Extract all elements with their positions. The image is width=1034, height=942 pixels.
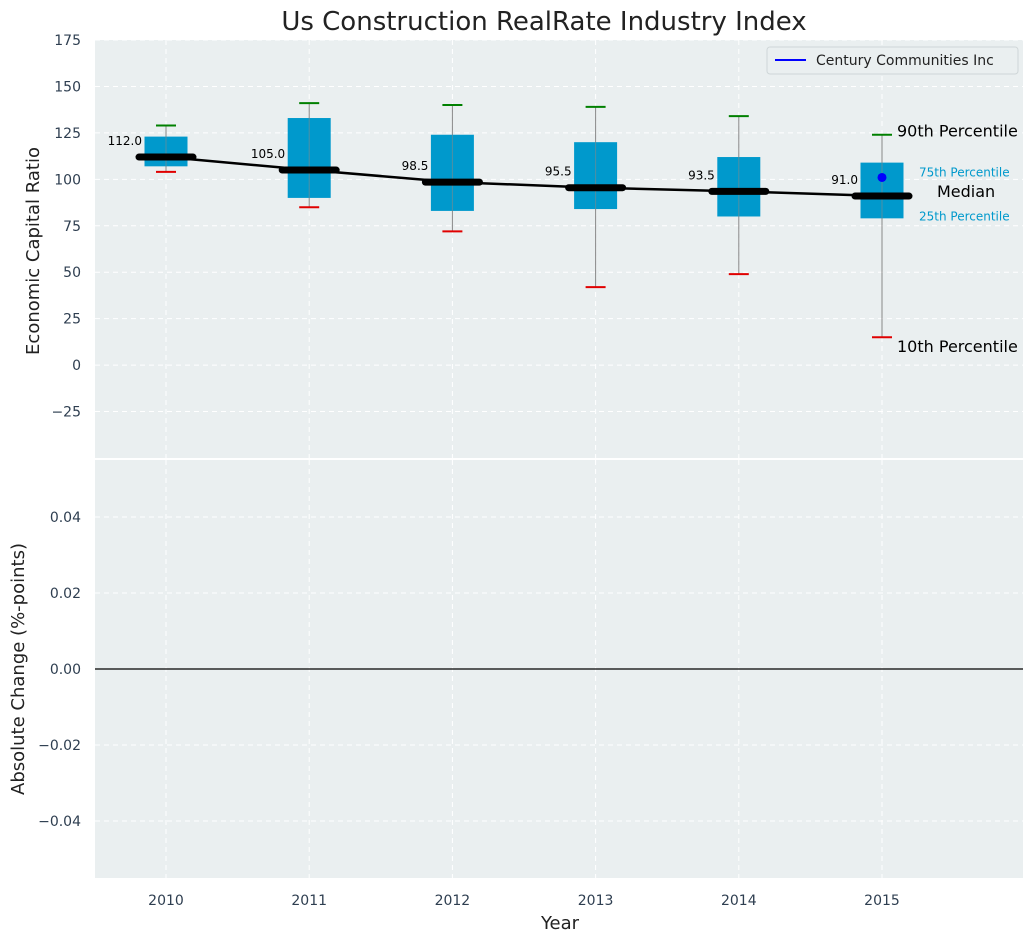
median-label-2013: 95.5 (545, 165, 572, 179)
x-tick-label-2010: 2010 (148, 893, 184, 909)
bottom-y-tick-label: 0.04 (50, 510, 81, 526)
median-label-2015: 91.0 (831, 173, 858, 187)
median-trend-polyline (165, 155, 883, 198)
x-tick-label-2012: 2012 (435, 893, 471, 909)
top-y-tick-label: 150 (54, 79, 81, 95)
median-label-2011: 105.0 (251, 147, 285, 161)
annotation-median: Median (937, 182, 995, 201)
top-y-tick-label: 50 (63, 265, 81, 281)
bottom-y-ticks: 0.04 0.02 0.00 −0.02 −0.04 (38, 510, 81, 830)
annotation-10th-percentile: 10th Percentile (897, 337, 1018, 356)
x-tick-label-2015: 2015 (864, 893, 900, 909)
company-series (877, 172, 887, 182)
top-y-tick-label: −25 (51, 405, 81, 421)
x-tick-label-2011: 2011 (291, 893, 327, 909)
annotation-90th-percentile: 90th Percentile (897, 122, 1018, 141)
bottom-y-tick-label: −0.04 (38, 814, 81, 830)
median-trend-line (165, 155, 883, 198)
legend: Century Communities Inc (766, 46, 1019, 75)
annotation-75th-percentile: 75th Percentile (919, 166, 1010, 180)
top-y-axis-label: Economic Capital Ratio (23, 147, 44, 355)
bottom-y-axis-label: Absolute Change (%-points) (8, 543, 29, 795)
x-axis-label: Year (540, 913, 580, 934)
top-y-tick-label: 125 (54, 126, 81, 142)
top-y-tick-label: 100 (54, 172, 81, 188)
median-label-2014: 93.5 (688, 168, 715, 182)
box-series (135, 102, 913, 339)
top-panel: 175 150 125 100 75 50 25 0 −25 112.0 105.0 98.5 95.… (23, 33, 1023, 458)
median-labels: 112.0 105.0 98.5 95.5 93.5 91.0 (108, 134, 858, 187)
legend-frame (766, 46, 1019, 75)
x-tick-label-2014: 2014 (721, 893, 757, 909)
bottom-y-tick-label: 0.00 (50, 662, 81, 678)
percentile-annotations: 90th Percentile 75th Percentile Median 25th… (897, 122, 1018, 356)
top-y-tick-label: 25 (63, 312, 81, 328)
top-panel-background (95, 40, 1023, 458)
chart-title: Us Construction RealRate Industry Index (281, 7, 806, 37)
top-y-tick-label: 75 (63, 219, 81, 235)
bottom-y-tick-label: −0.02 (38, 738, 81, 754)
median-label-2010: 112.0 (108, 134, 142, 148)
x-ticks: 2010 2011 2012 2013 2014 2015 (148, 893, 900, 909)
top-y-tick-label: 0 (72, 358, 81, 374)
top-y-tick-label: 175 (54, 33, 81, 49)
annotation-25th-percentile: 25th Percentile (919, 209, 1010, 223)
median-label-2012: 98.5 (402, 159, 429, 173)
bottom-y-tick-label: 0.02 (50, 586, 81, 602)
bottom-panel: 0.04 0.02 0.00 −0.02 −0.04 Absolute Change (… (8, 460, 1023, 878)
x-tick-label-2013: 2013 (578, 893, 614, 909)
top-y-ticks: 175 150 125 100 75 50 25 0 −25 (51, 33, 81, 421)
legend-entry-century-communities: Century Communities Inc (816, 53, 994, 69)
company-point-2015 (877, 172, 887, 182)
